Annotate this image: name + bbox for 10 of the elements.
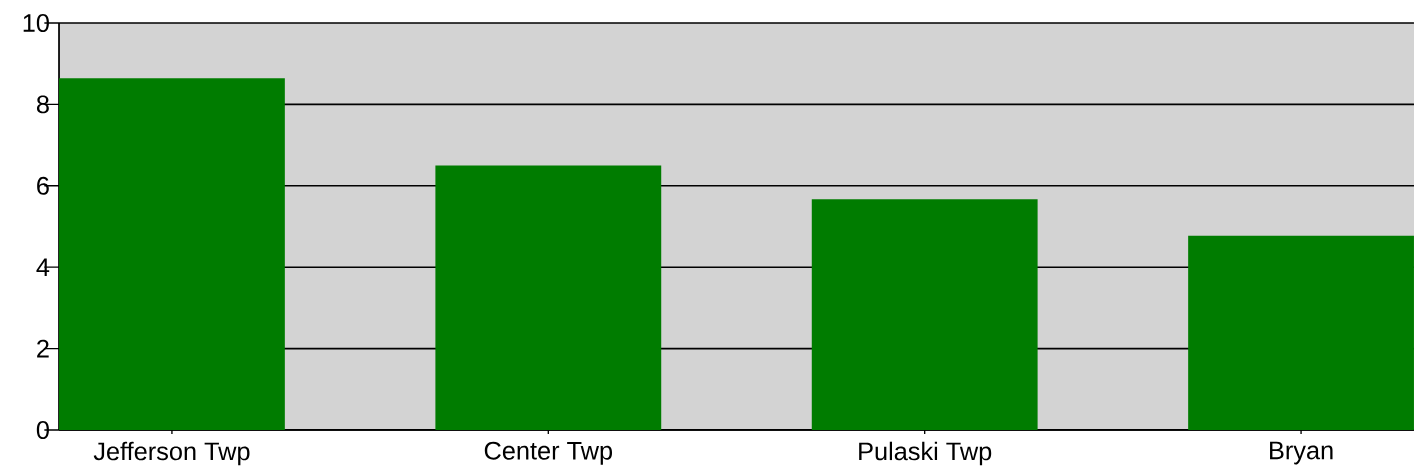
y-tick-label: 0 — [36, 421, 49, 439]
y-tick-label: 6 — [37, 176, 49, 195]
y-tick-label: 10 — [23, 14, 49, 32]
x-tick-label: Bryan — [1270, 441, 1333, 465]
y-tick-label: 4 — [36, 258, 50, 276]
x-tick-label: Center Twp — [484, 441, 613, 465]
y-tick-label: 8 — [36, 95, 49, 114]
y-tick-label: 2 — [37, 339, 49, 358]
x-tick-label: Pulaski Twp — [859, 441, 992, 466]
x-tick-label: Jefferson Twp — [93, 441, 250, 466]
